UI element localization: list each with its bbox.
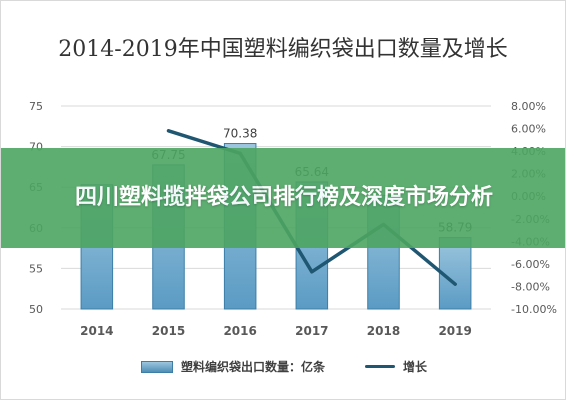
overlay-headline: 四川塑料揽拌袋公司排行榜及深度市场分析 <box>74 185 493 210</box>
x-tick-label: 2015 <box>152 324 185 338</box>
bar-data-label: 70.38 <box>223 127 257 141</box>
legend-item-line: 增长 <box>365 358 427 375</box>
growth-point <box>310 270 314 274</box>
growth-point <box>453 282 457 286</box>
x-tick-label: 2019 <box>438 324 471 338</box>
legend-swatch-bar <box>140 360 173 373</box>
y-right-tick-label: -8.00% <box>511 280 550 293</box>
title-overlay-banner: 四川塑料揽拌袋公司排行榜及深度市场分析 <box>1 148 565 248</box>
x-tick-label: 2016 <box>223 324 256 338</box>
legend-label-line: 增长 <box>403 360 428 374</box>
x-tick-label: 2014 <box>80 324 113 338</box>
legend-swatch-line <box>365 365 395 368</box>
chart-legend: 塑料编织袋出口数量：亿条 增长 <box>1 358 565 375</box>
legend-label-bar: 塑料编织袋出口数量：亿条 <box>180 360 325 374</box>
y-right-tick-label: 8.00% <box>511 100 546 113</box>
y-right-tick-label: 6.00% <box>511 123 546 136</box>
x-tick-label: 2017 <box>295 324 328 338</box>
y-left-tick-label: 75 <box>29 100 43 113</box>
y-left-tick-label: 50 <box>29 303 43 316</box>
y-right-tick-label: -6.00% <box>511 258 550 271</box>
growth-point <box>167 129 170 133</box>
x-tick-label: 2018 <box>367 324 400 338</box>
chart-title: 2014-2019年中国塑料编织袋出口数量及增长 <box>58 37 508 62</box>
y-right-tick-label: -10.00% <box>511 303 557 316</box>
y-left-tick-label: 55 <box>29 262 43 275</box>
legend-item-bar: 塑料编织袋出口数量：亿条 <box>140 358 325 375</box>
